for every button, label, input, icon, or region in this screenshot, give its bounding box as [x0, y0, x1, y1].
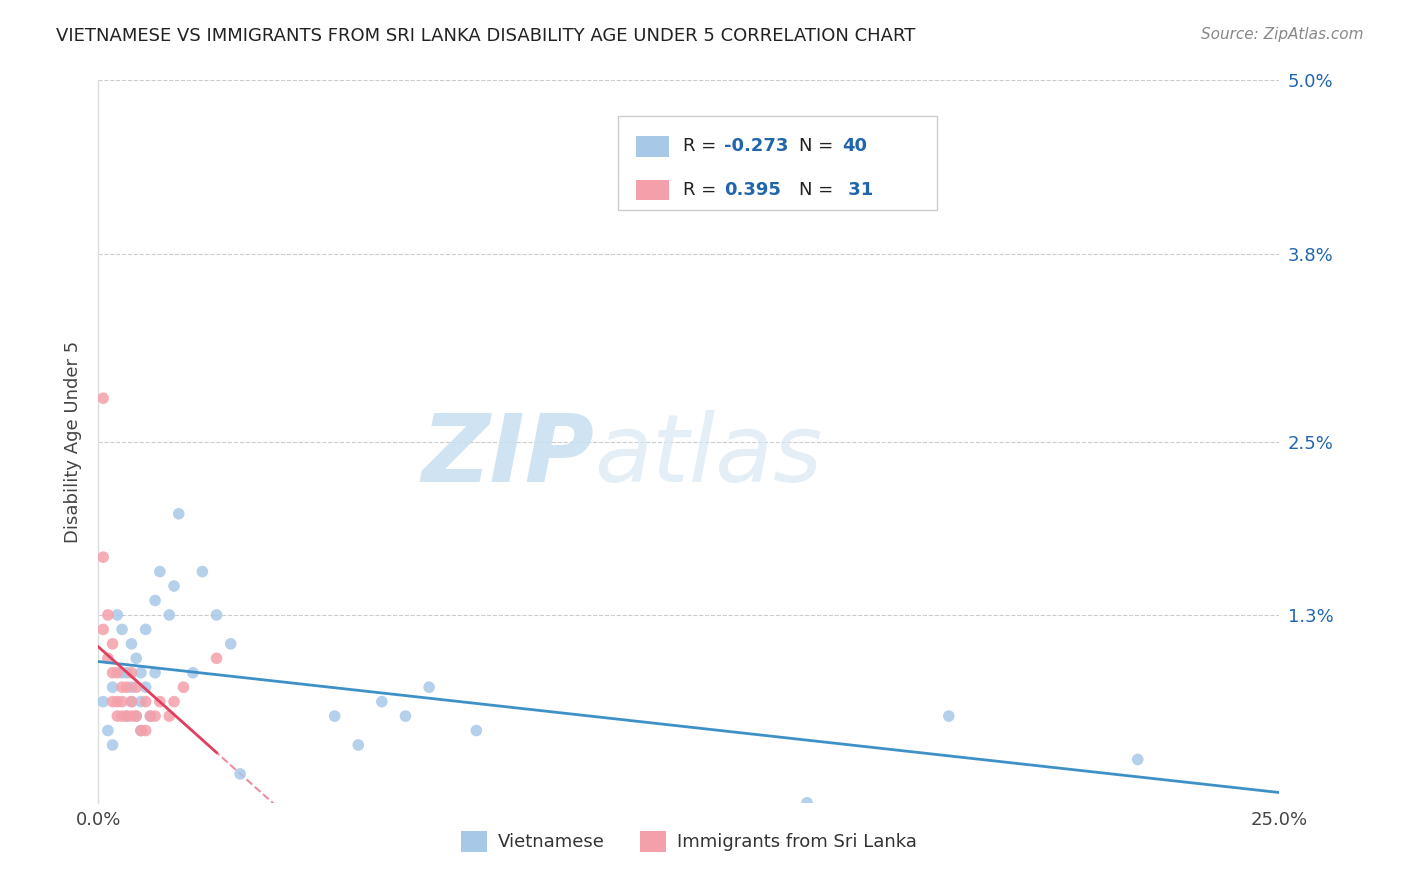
Point: [101, 695, 124, 709]
Point: [135, 680, 157, 694]
Point: [121, 695, 143, 709]
Point: [418, 680, 440, 694]
Point: [157, 709, 180, 723]
Point: [115, 680, 138, 694]
Point: [91, 550, 114, 565]
Point: [125, 680, 148, 694]
Point: [149, 695, 172, 709]
Point: [139, 709, 162, 723]
Point: [157, 607, 180, 622]
Point: [205, 651, 228, 665]
FancyBboxPatch shape: [619, 117, 936, 211]
Point: [938, 709, 960, 723]
Text: 0.395: 0.395: [724, 181, 782, 199]
Point: [121, 637, 143, 651]
Text: VIETNAMESE VS IMMIGRANTS FROM SRI LANKA DISABILITY AGE UNDER 5 CORRELATION CHART: VIETNAMESE VS IMMIGRANTS FROM SRI LANKA …: [56, 27, 915, 45]
Point: [465, 723, 488, 738]
Point: [101, 665, 124, 680]
Point: [115, 709, 138, 723]
Point: [205, 607, 228, 622]
Point: [129, 665, 152, 680]
Text: atlas: atlas: [595, 410, 823, 501]
Point: [97, 607, 120, 622]
Point: [371, 695, 394, 709]
Text: R =: R =: [683, 137, 723, 155]
Point: [111, 623, 134, 637]
Bar: [636, 136, 669, 157]
Point: [172, 680, 194, 694]
Point: [135, 695, 157, 709]
Point: [105, 695, 128, 709]
Point: [219, 637, 242, 651]
Point: [91, 623, 114, 637]
Point: [97, 651, 120, 665]
Point: [101, 738, 124, 752]
Point: [129, 723, 152, 738]
Point: [111, 695, 134, 709]
Point: [181, 665, 204, 680]
Point: [347, 738, 370, 752]
Point: [121, 695, 143, 709]
Point: [91, 391, 114, 405]
Point: [135, 623, 157, 637]
Text: -0.273: -0.273: [724, 137, 789, 155]
Text: Source: ZipAtlas.com: Source: ZipAtlas.com: [1201, 27, 1364, 42]
Point: [101, 637, 124, 651]
Point: [135, 723, 157, 738]
Point: [111, 680, 134, 694]
Point: [163, 579, 186, 593]
Text: R =: R =: [683, 181, 728, 199]
Point: [121, 665, 143, 680]
Point: [143, 665, 166, 680]
Point: [105, 607, 128, 622]
Point: [139, 709, 162, 723]
Point: [796, 796, 818, 810]
Point: [229, 767, 252, 781]
Point: [1126, 752, 1149, 766]
Point: [115, 709, 138, 723]
Point: [105, 709, 128, 723]
Point: [105, 665, 128, 680]
Point: [111, 665, 134, 680]
Point: [323, 709, 346, 723]
Point: [167, 507, 190, 521]
Text: 31: 31: [842, 181, 873, 199]
Text: N =: N =: [799, 137, 839, 155]
Point: [149, 565, 172, 579]
Point: [129, 695, 152, 709]
Text: N =: N =: [799, 181, 839, 199]
Point: [115, 665, 138, 680]
Point: [91, 695, 114, 709]
Legend: Vietnamese, Immigrants from Sri Lanka: Vietnamese, Immigrants from Sri Lanka: [454, 823, 924, 859]
Point: [129, 723, 152, 738]
Text: 40: 40: [842, 137, 868, 155]
Point: [121, 709, 143, 723]
Point: [111, 709, 134, 723]
Point: [125, 709, 148, 723]
Text: ZIP: ZIP: [422, 410, 595, 502]
Bar: [636, 179, 669, 200]
Point: [97, 723, 120, 738]
Point: [191, 565, 214, 579]
Point: [394, 709, 416, 723]
Point: [163, 695, 186, 709]
Point: [121, 680, 143, 694]
Point: [143, 709, 166, 723]
Point: [125, 709, 148, 723]
Point: [143, 593, 166, 607]
Y-axis label: Disability Age Under 5: Disability Age Under 5: [63, 341, 82, 542]
Point: [125, 651, 148, 665]
Point: [101, 680, 124, 694]
